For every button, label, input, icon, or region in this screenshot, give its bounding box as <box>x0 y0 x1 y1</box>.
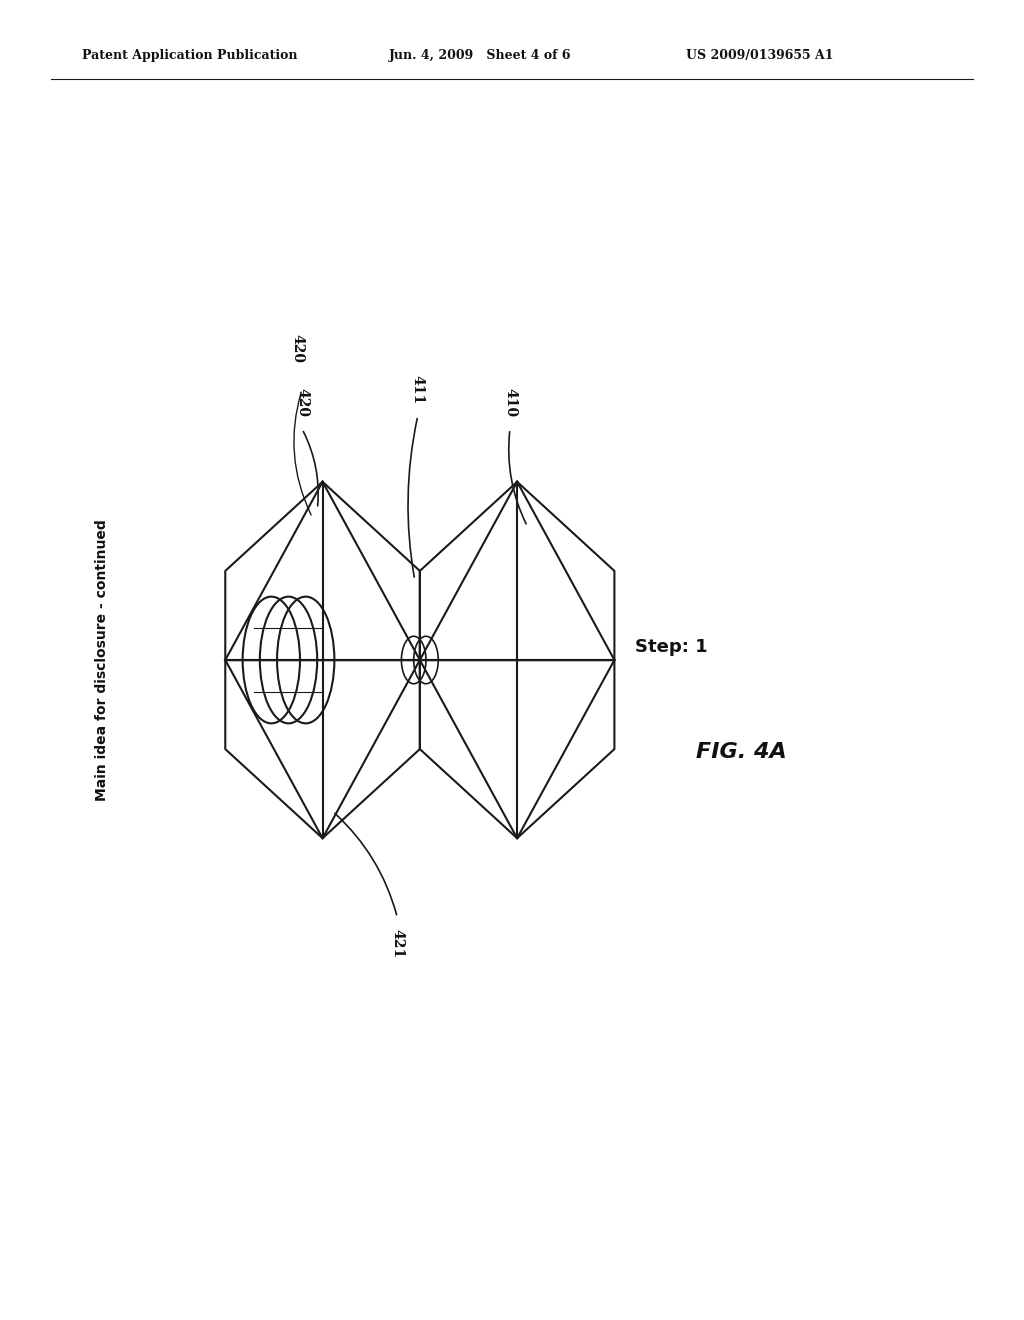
Text: Patent Application Publication: Patent Application Publication <box>82 49 297 62</box>
Text: 420: 420 <box>290 334 304 363</box>
Text: 410: 410 <box>503 388 517 417</box>
Text: 420: 420 <box>295 388 309 417</box>
Text: FIG. 4A: FIG. 4A <box>696 742 787 763</box>
Text: 421: 421 <box>390 929 404 958</box>
Text: 411: 411 <box>411 375 425 404</box>
Text: US 2009/0139655 A1: US 2009/0139655 A1 <box>686 49 834 62</box>
Text: Jun. 4, 2009   Sheet 4 of 6: Jun. 4, 2009 Sheet 4 of 6 <box>389 49 571 62</box>
Text: Step: 1: Step: 1 <box>635 638 708 656</box>
Text: Main idea for disclosure - continued: Main idea for disclosure - continued <box>95 519 110 801</box>
